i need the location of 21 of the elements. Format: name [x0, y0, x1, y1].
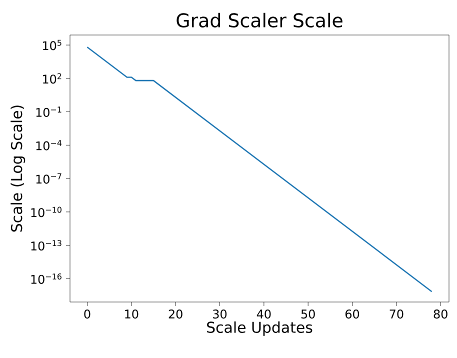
y-tick-label: 10$^{2}$ [43, 73, 62, 84]
y-tick-label: 10$^{−13}$ [31, 240, 62, 251]
x-tick-label: 0 [84, 310, 90, 319]
x-tick-label: 50 [301, 310, 315, 319]
y-tick-label: 10$^{−10}$ [31, 206, 62, 218]
x-tick-label: 60 [345, 310, 360, 319]
y-tick-label: 10$^{−1}$ [36, 106, 62, 117]
x-tick-label: 70 [390, 310, 404, 319]
x-tick-label: 10 [125, 310, 138, 319]
y-tick-label: 10$^{−16}$ [31, 273, 62, 284]
x-tick-label: 30 [213, 310, 227, 319]
y-tick-label: 10$^{−7}$ [36, 173, 62, 184]
x-tick-label: 40 [256, 310, 271, 319]
x-tick-label: 20 [168, 310, 182, 319]
line-series [86, 46, 432, 292]
y-axis-title: Scale (Log Scale) [10, 106, 26, 232]
chart-title: Grad Scaler Scale [176, 12, 342, 28]
y-tick-label: 10$^{−4}$ [36, 140, 62, 150]
x-axis-title: Scale Updates [207, 321, 312, 336]
y-tick-label: 10$^{5}$ [43, 40, 62, 50]
x-tick-label: 80 [434, 310, 448, 319]
